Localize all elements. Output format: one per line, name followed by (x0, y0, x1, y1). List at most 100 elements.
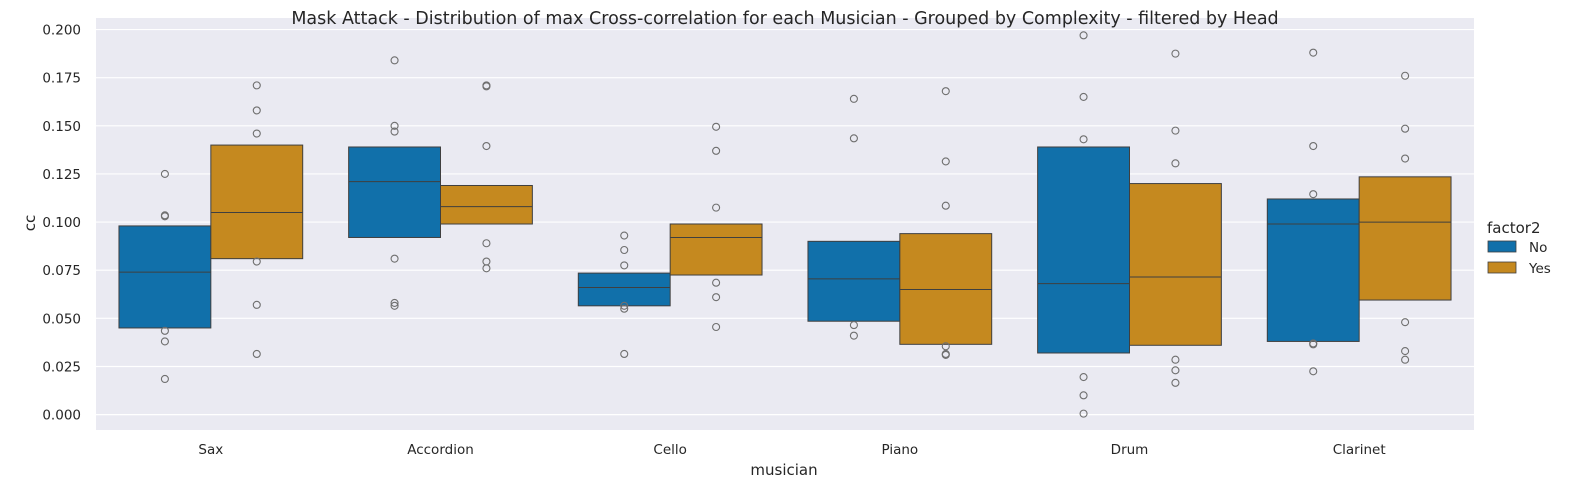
y-tick-label: 0.175 (42, 71, 81, 87)
outlier-point (390, 301, 399, 310)
outlier-point (1309, 141, 1318, 151)
outlier-point (160, 337, 169, 346)
outlier-point (482, 239, 491, 248)
outlier-point (620, 231, 629, 240)
outlier-point (1079, 409, 1088, 418)
x-tick-label: Drum (1111, 442, 1149, 458)
outlier-point (1401, 355, 1410, 364)
outlier-point (252, 106, 261, 115)
outlier-point (1171, 159, 1180, 168)
box-yes-sax (210, 81, 304, 359)
outlier-point (1171, 49, 1180, 58)
legend-title: factor2 (1487, 219, 1541, 237)
outlier-point (620, 261, 629, 270)
legend-label-yes: Yes (1528, 261, 1551, 277)
outlier-point (620, 304, 629, 313)
outlier-point (941, 157, 950, 166)
x-axis-label: musician (750, 461, 817, 479)
x-tick-label: Clarinet (1333, 442, 1386, 458)
outlier-point (1401, 71, 1410, 80)
x-axis-ticks: Sax Accordion Cello Piano Drum Clarinet (198, 442, 1385, 458)
box-iqr (348, 146, 441, 238)
box-iqr (577, 272, 671, 307)
outlier-point (1079, 373, 1088, 382)
outlier-point (1079, 92, 1088, 101)
outlier-point (1401, 318, 1410, 327)
outlier-point (620, 349, 629, 359)
box-iqr (440, 184, 533, 225)
outlier-point (1171, 378, 1180, 387)
outlier-point (160, 374, 169, 384)
outlier-point (712, 278, 721, 287)
outlier-point (941, 349, 950, 359)
x-tick-label: Piano (881, 442, 918, 458)
box-yes-cello (669, 122, 763, 332)
y-tick-label: 0.100 (42, 215, 81, 231)
outlier-point (1171, 355, 1180, 364)
outlier-point (1401, 347, 1410, 356)
box-iqr (1037, 146, 1130, 354)
plot-background (96, 18, 1474, 430)
outlier-point (712, 122, 721, 131)
outlier-point (482, 82, 491, 91)
y-axis-label: cc (21, 215, 39, 232)
outlier-point (252, 300, 261, 309)
box-yes-drum (1129, 49, 1222, 387)
box-no-clarinet (1266, 48, 1360, 376)
outlier-point (1079, 391, 1088, 400)
outlier-point (252, 257, 261, 266)
box-iqr (210, 144, 304, 260)
outlier-point (482, 264, 491, 273)
box-yes-accordion (440, 81, 533, 273)
outlier-point (1309, 190, 1318, 199)
outlier-point (252, 129, 261, 138)
outlier-point (941, 342, 950, 351)
legend: factor2 No Yes (1487, 219, 1551, 277)
outlier-point (1171, 126, 1180, 135)
y-tick-label: 0.050 (42, 311, 81, 327)
y-tick-label: 0.125 (42, 167, 81, 183)
y-tick-label: 0.000 (42, 408, 81, 424)
outlier-point (849, 94, 858, 103)
legend-label-no: No (1529, 240, 1547, 256)
box-no-drum (1037, 31, 1130, 418)
outlier-point (160, 326, 169, 335)
outlier-point (160, 169, 169, 178)
y-tick-label: 0.075 (42, 263, 81, 279)
x-tick-label: Sax (198, 442, 223, 458)
box-iqr (118, 225, 212, 329)
chart-title: Mask Attack - Distribution of max Cross-… (291, 9, 1278, 29)
outlier-point (390, 254, 399, 263)
outlier-point (390, 121, 399, 130)
box-iqr (1129, 183, 1222, 346)
y-axis-ticks: 0.000 0.025 0.050 0.075 0.100 0.125 0.150 0.175… (42, 23, 81, 424)
boxes (118, 31, 1452, 418)
legend-swatch-no (1487, 240, 1517, 253)
outlier-point (941, 87, 950, 96)
outlier-point (941, 201, 950, 210)
x-tick-label: Accordion (407, 442, 474, 458)
outlier-point (620, 245, 629, 255)
box-yes-piano (899, 87, 993, 359)
outlier-point (390, 127, 399, 136)
outlier-point (1309, 340, 1318, 349)
outlier-point (712, 203, 721, 212)
outlier-point (712, 293, 721, 302)
outlier-point (1309, 367, 1318, 376)
outlier-point (849, 134, 858, 143)
y-tick-label: 0.025 (42, 359, 81, 375)
outlier-point (1079, 135, 1088, 144)
legend-swatch-yes (1487, 261, 1517, 274)
box-iqr (807, 240, 901, 322)
box-no-sax (118, 169, 212, 384)
outlier-point (1171, 366, 1180, 375)
box-iqr (1266, 198, 1360, 342)
box-iqr (1358, 176, 1452, 301)
box-yes-clarinet (1358, 71, 1452, 364)
outlier-point (390, 56, 399, 65)
outlier-point (252, 81, 261, 90)
box-no-cello (577, 231, 671, 359)
outlier-point (160, 212, 169, 221)
outlier-point (252, 349, 261, 359)
